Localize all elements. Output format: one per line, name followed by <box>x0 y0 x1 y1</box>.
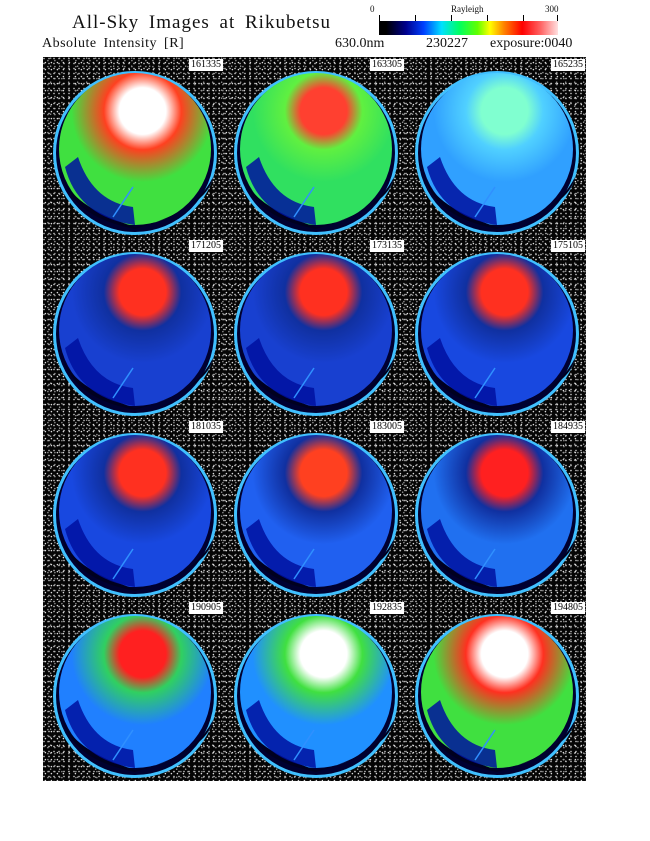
exposure-label: exposure:0040 <box>490 36 573 51</box>
time-stamp: 184935 <box>551 421 585 433</box>
colorbar-tick <box>415 15 416 22</box>
sky-intensity <box>240 435 392 587</box>
colorbar-tick <box>379 15 380 22</box>
date-label: 230227 <box>426 36 468 51</box>
all-sky-image: 161335 <box>43 57 224 238</box>
all-sky-image: 181035 <box>43 419 224 600</box>
all-sky-image: 165235 <box>405 57 586 238</box>
sky-disc <box>234 433 398 597</box>
colorbar-max: 300 <box>545 4 559 14</box>
time-stamp: 163305 <box>370 59 404 71</box>
time-stamp: 183005 <box>370 421 404 433</box>
sky-disc <box>53 614 217 778</box>
sky-disc <box>415 252 579 416</box>
sky-disc <box>415 614 579 778</box>
colorbar: 0 Rayleigh 300 <box>370 4 559 40</box>
all-sky-image: 192835 <box>224 600 405 781</box>
sky-intensity <box>59 73 211 225</box>
sky-disc <box>53 433 217 597</box>
time-stamp: 181035 <box>189 421 223 433</box>
sky-intensity <box>240 616 392 768</box>
time-stamp: 190905 <box>189 602 223 614</box>
colorbar-tick <box>451 15 452 22</box>
colorbar-tick <box>487 15 488 22</box>
time-stamp: 173135 <box>370 240 404 252</box>
sky-intensity <box>421 435 573 587</box>
figure-subtitle: Absolute Intensity [R] <box>42 36 185 51</box>
sky-intensity <box>59 616 211 768</box>
all-sky-image: 173135 <box>224 238 405 419</box>
all-sky-image: 183005 <box>224 419 405 600</box>
sky-disc <box>234 71 398 235</box>
time-stamp: 161335 <box>189 59 223 71</box>
colorbar-tick <box>557 15 558 22</box>
all-sky-image: 190905 <box>43 600 224 781</box>
sky-intensity <box>421 254 573 406</box>
sky-intensity <box>240 254 392 406</box>
time-stamp: 171205 <box>189 240 223 252</box>
sky-intensity <box>421 616 573 768</box>
figure-title: All-Sky Images at Rikubetsu <box>72 12 332 33</box>
colorbar-label: Rayleigh <box>451 4 484 14</box>
all-sky-image: 171205 <box>43 238 224 419</box>
sky-intensity <box>59 254 211 406</box>
sky-disc <box>415 433 579 597</box>
colorbar-tick <box>523 15 524 22</box>
time-stamp: 175105 <box>551 240 585 252</box>
time-stamp: 192835 <box>370 602 404 614</box>
all-sky-image: 175105 <box>405 238 586 419</box>
sky-disc <box>53 252 217 416</box>
all-sky-image: 163305 <box>224 57 405 238</box>
time-stamp: 194805 <box>551 602 585 614</box>
image-grid: 161335 163305 165235 <box>43 57 586 781</box>
wavelength-label: 630.0nm <box>335 36 385 51</box>
all-sky-image: 184935 <box>405 419 586 600</box>
time-stamp: 165235 <box>551 59 585 71</box>
sky-disc <box>53 71 217 235</box>
sky-disc <box>234 252 398 416</box>
colorbar-min: 0 <box>370 4 375 14</box>
sky-disc <box>234 614 398 778</box>
sky-intensity <box>240 73 392 225</box>
sky-intensity <box>59 435 211 587</box>
all-sky-image: 194805 <box>405 600 586 781</box>
sky-disc <box>415 71 579 235</box>
sky-intensity <box>421 73 573 225</box>
colorbar-gradient <box>379 21 558 35</box>
